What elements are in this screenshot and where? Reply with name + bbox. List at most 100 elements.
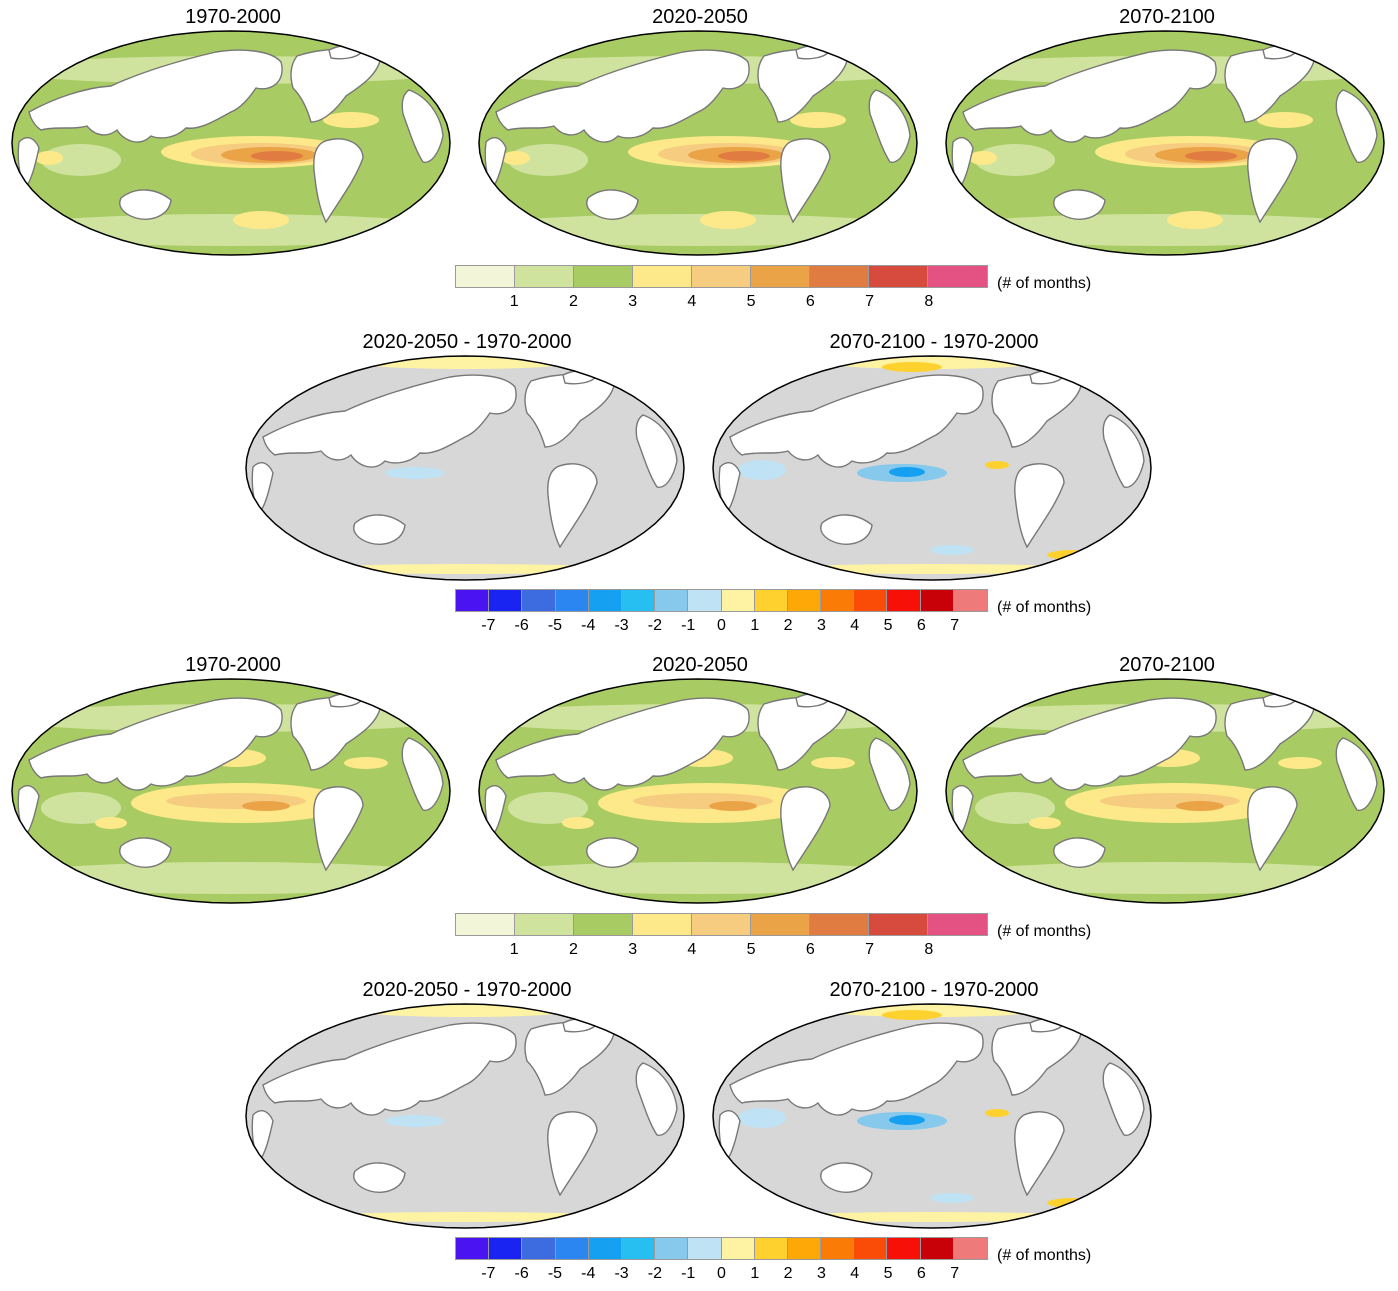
- colorbar-tick-label: 2: [568, 941, 578, 958]
- map-boundary: [245, 1003, 685, 1229]
- colorbar-tick-label: 7: [865, 941, 874, 958]
- low-patch-indian: [975, 792, 1055, 824]
- warm-patch-indian: [502, 151, 530, 165]
- colorbar-swatch: [588, 590, 622, 611]
- map-field: [479, 31, 917, 255]
- colorbar-swatch: [456, 1238, 490, 1259]
- colorbar-tick-label: 1: [750, 1265, 760, 1282]
- land-mass: [868, 737, 911, 811]
- warm-patch-indian: [969, 151, 997, 165]
- south-atlantic-increase: [1047, 1198, 1097, 1208]
- warm-patch-atlantic: [323, 112, 379, 128]
- colorbar-tick-label: 7: [950, 617, 960, 634]
- map-svg: [945, 30, 1385, 256]
- land-mass: [1247, 138, 1298, 224]
- land-mass: [729, 1022, 984, 1116]
- map-field: [713, 1004, 1151, 1228]
- colorbar-tick-label: 8: [924, 941, 934, 958]
- land-mass: [17, 137, 40, 190]
- colorbar-tick-label: 1: [750, 617, 760, 634]
- colorbar-swatch: [920, 590, 954, 611]
- low-band-south: [479, 214, 917, 246]
- warm-patch-atlantic: [1257, 112, 1313, 128]
- panel-title: 2070-2100 - 1970-2000: [829, 331, 1039, 353]
- land-mass: [820, 1162, 873, 1193]
- colorbar-unit-label: (# of months): [997, 923, 1092, 940]
- east-pacific-increase: [985, 1109, 1009, 1117]
- colorbar-tick-label: -4: [581, 1265, 596, 1282]
- southern-ocean-decrease: [930, 1193, 974, 1203]
- colorbar-tick-label: -7: [481, 1265, 496, 1282]
- colorbar-tick-label: 4: [850, 617, 860, 634]
- map-field: [946, 679, 1384, 903]
- colorbar-tick-label: 2: [568, 293, 578, 310]
- hot-core-pacific: [242, 801, 290, 811]
- colorbar-swatch: [633, 914, 692, 935]
- arctic-strong-increase: [882, 1010, 942, 1020]
- colorbar-tick-label: -2: [647, 617, 662, 634]
- arctic-strong-increase: [882, 362, 942, 372]
- colorbar-difference: -7 -6 -5 -4 -3 -2 -1 0 1 2 3 4 5 6 7 (# of months): [455, 589, 1128, 637]
- warm-patch-indian: [35, 151, 63, 165]
- warm-patch-atlantic: [1278, 757, 1322, 769]
- land-mass: [262, 1022, 517, 1116]
- land-mass: [119, 837, 172, 868]
- colorbar-swatch: [887, 1238, 921, 1259]
- colorbar-unit-label: (# of months): [997, 599, 1092, 616]
- land-mass: [1053, 837, 1106, 868]
- map-svg: [478, 30, 918, 256]
- colorbar-tick-label: 2: [783, 617, 793, 634]
- warm-patch-indian: [1029, 817, 1061, 829]
- map-field: [12, 31, 450, 255]
- map-panel: 1970-2000: [11, 6, 455, 256]
- map-boundary: [945, 678, 1385, 904]
- map-boundary: [245, 355, 685, 581]
- colorbar-tick-label: 7: [865, 293, 874, 310]
- colorbar-swatch: [810, 266, 869, 287]
- low-patch-indian: [41, 792, 121, 824]
- colorbar-swatch: [655, 590, 689, 611]
- map-svg: [478, 678, 918, 904]
- colorbar-boxes: [455, 589, 988, 612]
- land-mass: [17, 785, 40, 838]
- map-boundary: [945, 30, 1385, 256]
- colorbar-swatch: [621, 1238, 656, 1259]
- warm-patch-atlantic: [811, 757, 855, 769]
- land-mass: [780, 138, 831, 224]
- land-mass: [820, 514, 873, 545]
- colorbar-tick-label: 0: [717, 617, 726, 634]
- land-mass: [119, 189, 172, 220]
- colorbar-swatch: [555, 590, 589, 611]
- south-atlantic-increase: [1047, 550, 1097, 560]
- colorbar-swatch: [869, 914, 928, 935]
- map-field: [946, 31, 1384, 255]
- map-svg: [712, 1003, 1152, 1229]
- land-mass: [313, 138, 364, 224]
- land-mass: [951, 137, 974, 190]
- colorbar-swatch: [515, 266, 574, 287]
- colorbar-swatch: [810, 914, 869, 935]
- colorbar-swatch: [522, 1238, 556, 1259]
- low-patch-indian: [508, 792, 588, 824]
- map-field: [479, 679, 917, 903]
- colorbar-tick-label: -4: [581, 617, 596, 634]
- colorbar-swatch: [633, 266, 692, 287]
- land-mass: [1335, 737, 1378, 811]
- warm-patch-south-pacific: [700, 211, 756, 229]
- map-svg: [245, 1003, 685, 1229]
- warm-patch-south-pacific: [233, 211, 289, 229]
- colorbar-swatch: [869, 266, 928, 287]
- low-band-south: [946, 862, 1384, 894]
- land-mass: [718, 462, 741, 515]
- panel-title: 2020-2050: [652, 6, 748, 28]
- map-svg: [11, 30, 451, 256]
- panel-title: 2020-2050: [652, 654, 748, 676]
- colorbar-swatch: [588, 1238, 622, 1259]
- land-mass: [547, 1111, 598, 1197]
- colorbar-swatch: [751, 914, 810, 935]
- map-boundary: [712, 1003, 1152, 1229]
- panel-title: 2020-2050 - 1970-2000: [362, 979, 572, 1001]
- warm-patch-atlantic: [790, 112, 846, 128]
- colorbar-swatch: [515, 914, 574, 935]
- colorbar-swatch: [574, 914, 633, 935]
